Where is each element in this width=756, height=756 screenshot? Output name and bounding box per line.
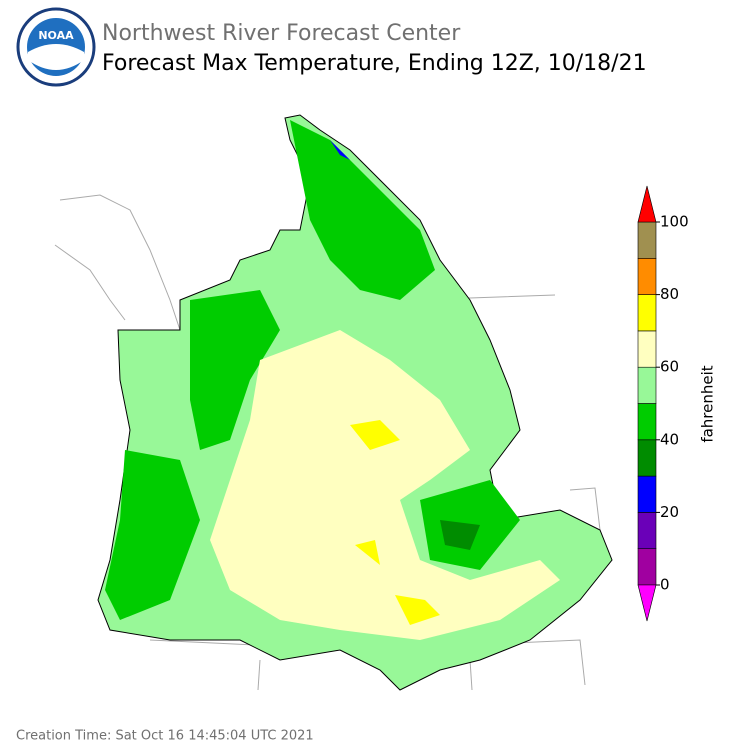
colorbar: 0 20 40 60 80 100 — [637, 185, 689, 622]
colorbar-tick-label: 0 — [660, 576, 670, 594]
colorbar-tick-label: 60 — [660, 358, 679, 376]
colorbar-tick-label: 80 — [660, 285, 679, 303]
colorbar-segment — [637, 221, 657, 259]
under-arrow — [637, 584, 657, 622]
over-arrow — [637, 185, 657, 223]
logo-text: NOAA — [38, 29, 74, 42]
colorbar-segment — [637, 475, 657, 513]
colorbar-segment — [637, 548, 657, 586]
colorbar-segment — [637, 512, 657, 550]
colorbar-segment — [637, 366, 657, 404]
colorbar-label: fahrenheit — [699, 365, 717, 442]
colorbar-segment — [637, 294, 657, 332]
colorbar-tick-label: 100 — [660, 213, 689, 231]
colorbar-tick-label: 20 — [660, 503, 679, 521]
colorbar-segment — [637, 439, 657, 477]
colorbar-segment — [637, 257, 657, 295]
agency: Northwest River Forecast Center — [102, 21, 461, 46]
colorbar-segment — [637, 330, 657, 368]
colorbar-tick-label: 40 — [660, 430, 679, 448]
map — [54, 114, 613, 691]
logo: NOAA — [16, 7, 96, 87]
creation-time: Creation Time: Sat Oct 16 14:45:04 UTC 2… — [16, 729, 314, 744]
colorbar-segment — [637, 403, 657, 441]
title: Forecast Max Temperature, Ending 12Z, 10… — [102, 51, 647, 76]
